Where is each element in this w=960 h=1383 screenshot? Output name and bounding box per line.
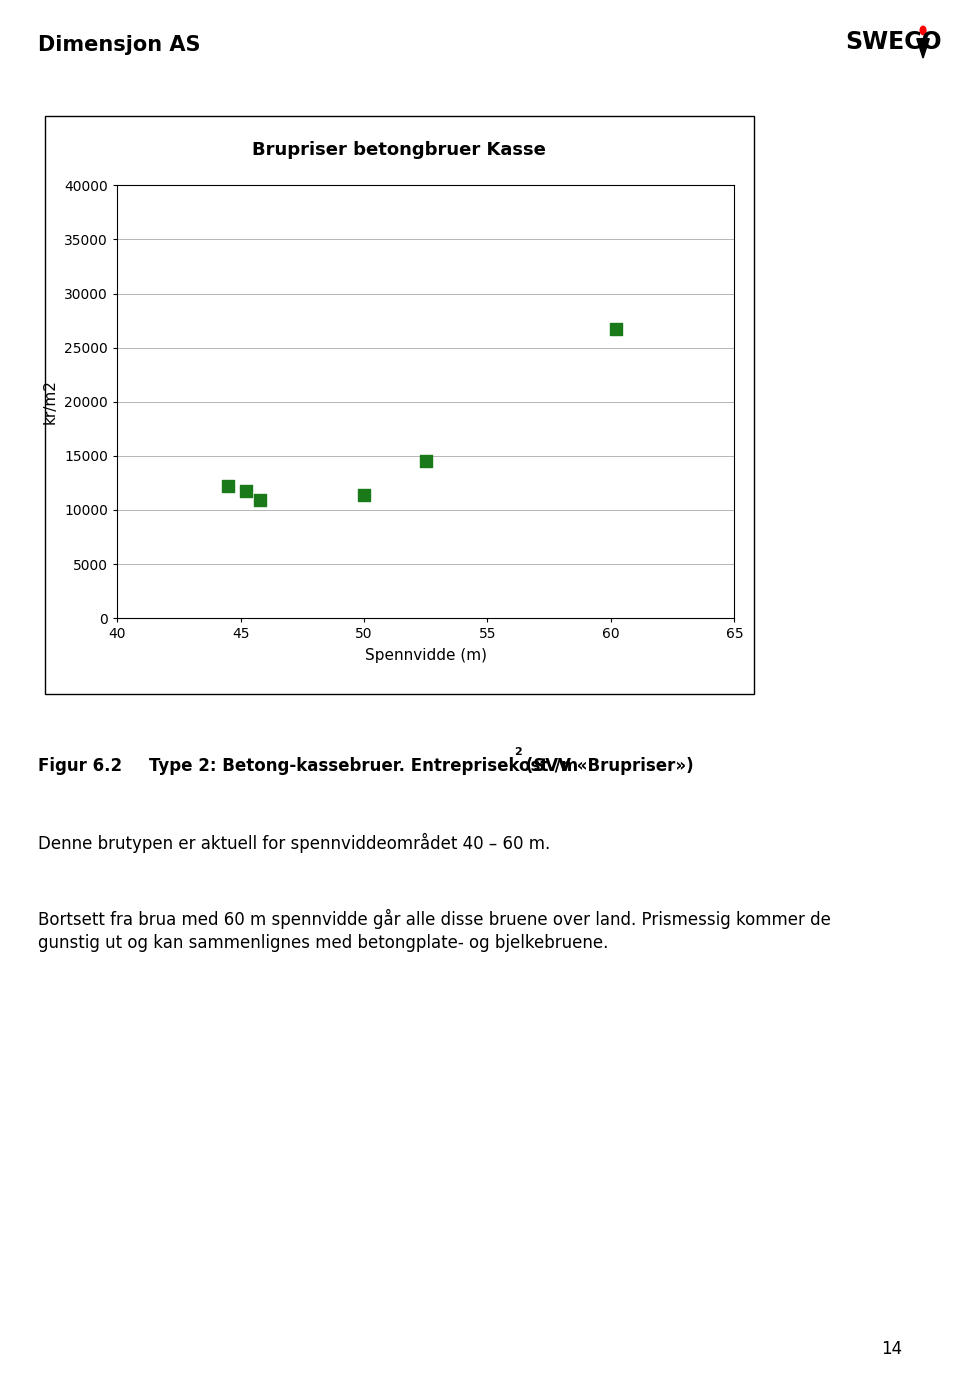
Point <box>221 476 236 498</box>
Text: 2: 2 <box>515 747 522 757</box>
Text: (SVV «Brupriser»): (SVV «Brupriser») <box>520 757 694 774</box>
Text: Denne brutypen er aktuell for spennviddeområdet 40 – 60 m.: Denne brutypen er aktuell for spennvidde… <box>38 833 551 853</box>
Text: Figur 6.2: Figur 6.2 <box>38 757 123 774</box>
Text: SWECO: SWECO <box>845 30 942 54</box>
Point <box>238 480 253 502</box>
Point <box>356 484 372 506</box>
Point <box>419 451 434 473</box>
Text: Brupriser betongbruer Kasse: Brupriser betongbruer Kasse <box>252 141 546 159</box>
Point <box>609 318 624 340</box>
Text: Bortsett fra brua med 60 m spennvidde går alle disse bruene over land. Prismessi: Bortsett fra brua med 60 m spennvidde gå… <box>38 909 831 953</box>
Text: 14: 14 <box>881 1340 902 1358</box>
Text: Type 2: Betong-kassebruer. Entreprisekost./m: Type 2: Betong-kassebruer. Entreprisekos… <box>149 757 578 774</box>
Point <box>252 490 268 512</box>
X-axis label: Spennvidde (m): Spennvidde (m) <box>365 649 487 664</box>
Y-axis label: kr/m2: kr/m2 <box>42 379 58 425</box>
Text: Dimensjon AS: Dimensjon AS <box>38 35 201 54</box>
